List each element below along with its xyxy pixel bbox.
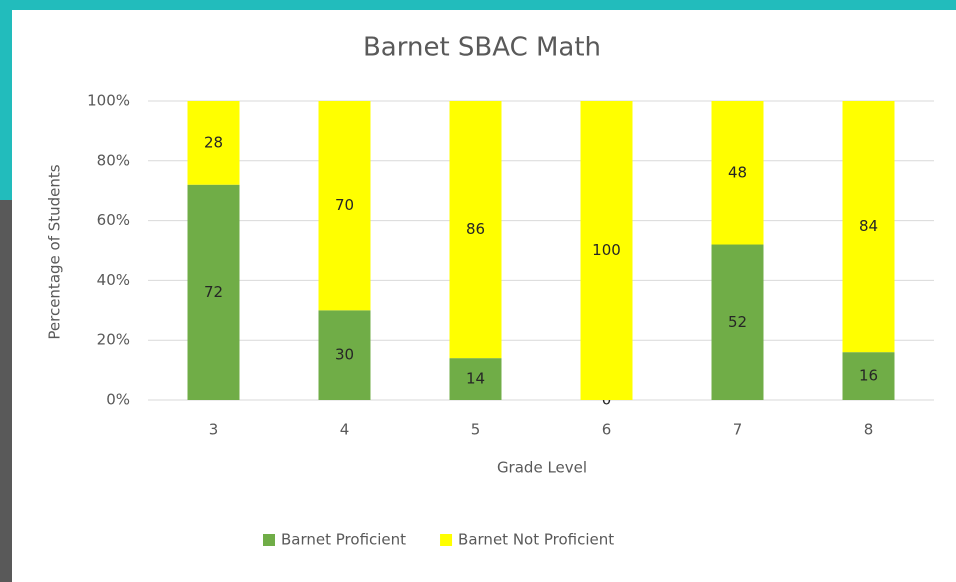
legend-label: Barnet Not Proficient: [458, 531, 614, 549]
data-label: 86: [466, 220, 485, 238]
side-strip: [0, 200, 12, 582]
y-tick-label: 100%: [87, 92, 130, 110]
data-label: 16: [859, 367, 878, 385]
bar-segment: [711, 101, 764, 245]
data-label: 48: [728, 163, 747, 181]
bar-segment: [318, 101, 371, 311]
data-label: 28: [204, 133, 223, 151]
x-tick-label: 8: [864, 421, 874, 439]
bar-segment: [711, 244, 764, 400]
bar-segment: [842, 352, 895, 400]
x-tick-label: 4: [340, 421, 350, 439]
data-label: 52: [728, 313, 747, 331]
x-tick-label: 5: [471, 421, 481, 439]
bar-segment: [187, 184, 240, 400]
data-label: 72: [204, 283, 223, 301]
bar-segment: [449, 101, 502, 359]
y-tick-label: 40%: [97, 271, 130, 289]
bar-segment: [580, 101, 633, 400]
data-label: 30: [335, 346, 354, 364]
data-label: 100: [592, 241, 621, 259]
data-label: 84: [859, 217, 878, 235]
chart-title: Barnet SBAC Math: [363, 33, 601, 63]
legend-swatch: [440, 534, 453, 546]
y-tick-label: 20%: [97, 331, 130, 349]
bar-segment: [449, 358, 502, 400]
legend-swatch: [263, 534, 275, 546]
x-axis-label: Grade Level: [497, 459, 587, 477]
bar-segment: [187, 101, 240, 185]
data-label: 70: [335, 196, 354, 214]
y-axis-label: Percentage of Students: [46, 164, 64, 339]
bar-segment: [842, 101, 895, 353]
x-tick-label: 3: [209, 421, 219, 439]
y-tick-label: 0%: [106, 391, 130, 409]
x-tick-label: 7: [733, 421, 743, 439]
legend-label: Barnet Proficient: [281, 531, 406, 549]
y-tick-label: 80%: [97, 151, 130, 169]
y-tick-label: 60%: [97, 211, 130, 229]
x-tick-label: 6: [602, 421, 612, 439]
data-label: 14: [466, 370, 485, 388]
bar-segment: [318, 310, 371, 400]
